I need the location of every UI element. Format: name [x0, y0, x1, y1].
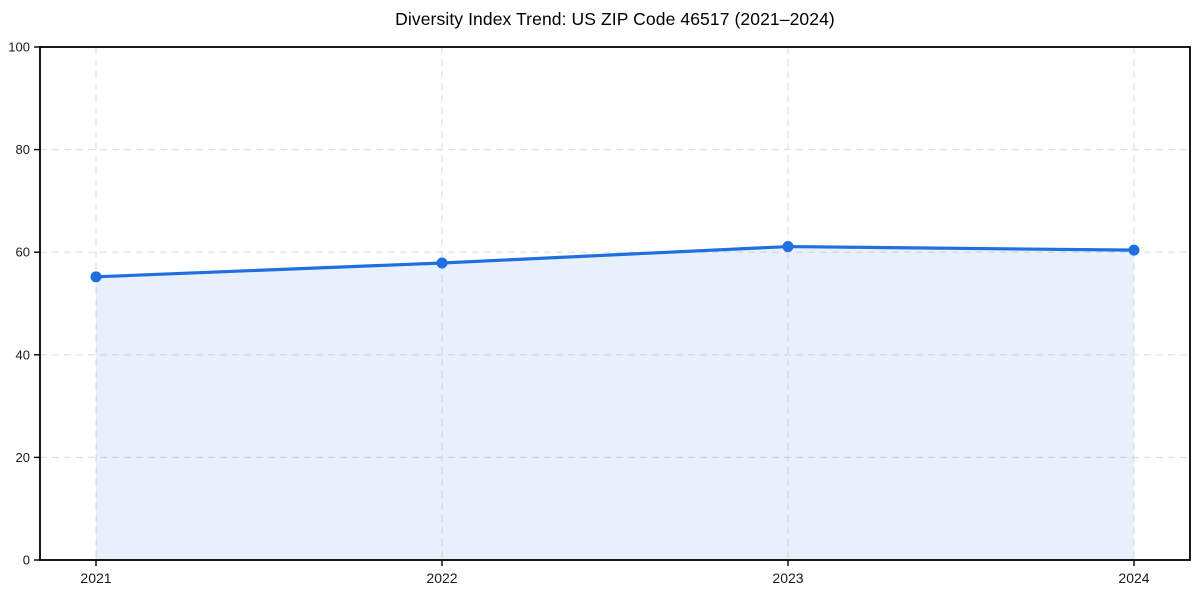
x-tick-label: 2024	[1118, 570, 1149, 586]
y-tick-label: 0	[23, 553, 30, 568]
x-tick-label: 2021	[80, 570, 111, 586]
plot-border	[39, 46, 1191, 561]
y-tick-label: 60	[16, 245, 30, 260]
y-tick-label: 20	[16, 450, 30, 465]
data-point-2022	[436, 257, 448, 269]
data-point-2021	[90, 271, 102, 283]
data-point-2023	[782, 241, 794, 253]
x-tick-label: 2023	[772, 570, 803, 586]
y-tick-label: 80	[16, 142, 30, 157]
area-fill	[96, 246, 1134, 560]
trend-line	[94, 244, 1136, 279]
x-tick-label: 2022	[426, 570, 457, 586]
y-tick-label: 100	[8, 40, 30, 55]
y-tick-label: 40	[16, 347, 30, 362]
chart-title: Diversity Index Trend: US ZIP Code 46517…	[395, 9, 835, 29]
data-point-2024	[1128, 244, 1140, 256]
